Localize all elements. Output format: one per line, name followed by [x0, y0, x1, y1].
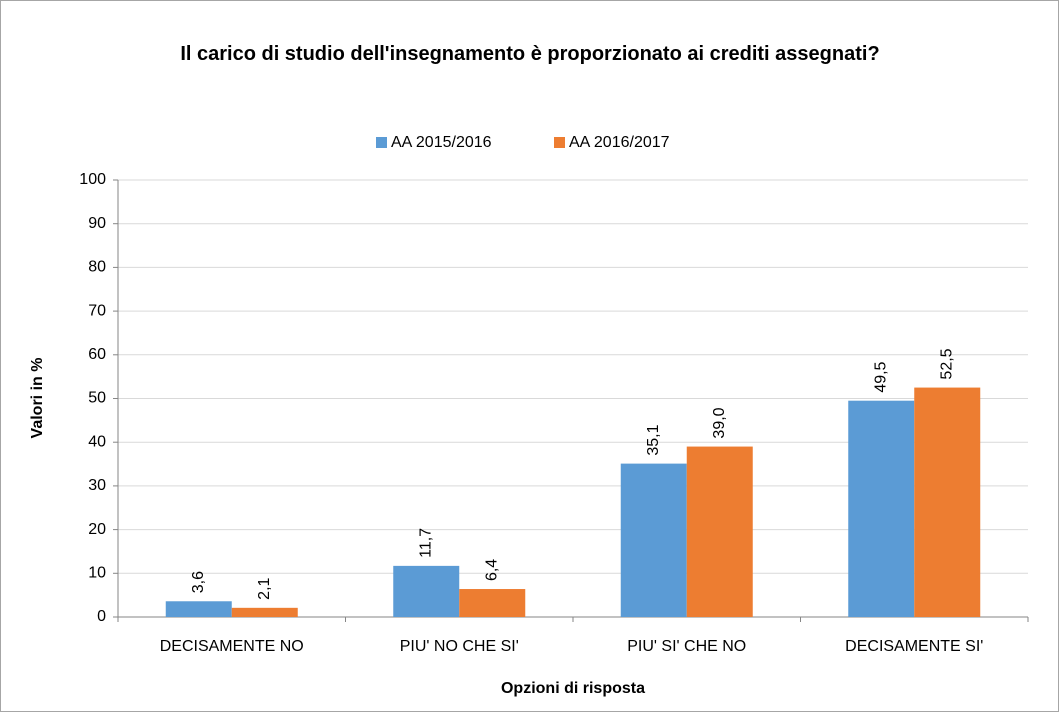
- y-tick-label: 90: [88, 215, 106, 232]
- bar: [393, 565, 460, 617]
- bar: [686, 446, 753, 617]
- x-tick-label: DECISAMENTE NO: [160, 638, 304, 655]
- chart-title: Il carico di studio dell'insegnamento è …: [180, 43, 880, 65]
- x-axis-label: Opzioni di risposta: [501, 680, 645, 697]
- legend-label: AA 2016/2017: [569, 134, 670, 151]
- y-tick-label: 80: [88, 259, 106, 276]
- legend-swatch: [376, 137, 387, 148]
- legend-swatch: [554, 137, 565, 148]
- bar: [459, 589, 526, 617]
- value-label: 49,5: [872, 361, 889, 392]
- y-tick-label: 10: [88, 565, 106, 582]
- value-label: 35,1: [645, 424, 662, 455]
- bar: [231, 607, 298, 617]
- x-tick-label: DECISAMENTE SI': [845, 638, 983, 655]
- value-label: 6,4: [483, 559, 500, 581]
- legend-label: AA 2015/2016: [391, 134, 492, 151]
- bar: [848, 400, 915, 617]
- value-label: 3,6: [190, 571, 207, 593]
- y-tick-label: 100: [79, 171, 106, 188]
- y-axis-label: Valori in %: [29, 358, 46, 439]
- y-tick-label: 0: [97, 608, 106, 625]
- y-tick-label: 40: [88, 433, 106, 450]
- y-tick-label: 60: [88, 346, 106, 363]
- bar: [620, 463, 687, 617]
- value-label: 2,1: [256, 577, 273, 599]
- value-label: 39,0: [711, 407, 728, 438]
- y-tick-label: 70: [88, 302, 106, 319]
- y-tick-label: 20: [88, 521, 106, 538]
- y-tick-label: 50: [88, 390, 106, 407]
- bar: [914, 387, 981, 617]
- y-tick-label: 30: [88, 477, 106, 494]
- value-label: 52,5: [938, 348, 955, 379]
- x-tick-label: PIU' NO CHE SI': [400, 638, 519, 655]
- x-tick-label: PIU' SI' CHE NO: [627, 638, 746, 655]
- value-label: 11,7: [417, 528, 434, 558]
- bar: [165, 601, 232, 617]
